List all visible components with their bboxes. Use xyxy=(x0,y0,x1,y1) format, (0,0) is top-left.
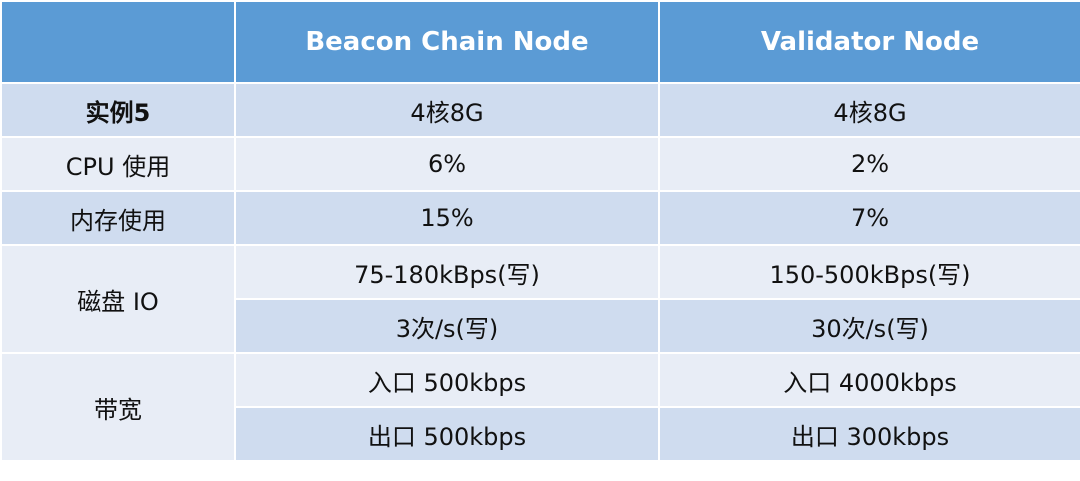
spec-table: Beacon Chain Node Validator Node 实例5 4核8… xyxy=(0,0,1080,462)
row-label: 实例5 xyxy=(0,82,236,138)
beacon-value: 入口 500kbps xyxy=(234,352,660,408)
validator-value: 7% xyxy=(658,190,1080,246)
header-row: Beacon Chain Node Validator Node xyxy=(0,0,1080,84)
validator-value: 30次/s(写) xyxy=(658,298,1080,354)
row-label: 内存使用 xyxy=(0,190,236,246)
validator-value: 150-500kBps(写) xyxy=(658,244,1080,300)
table-row: 磁盘 IO 75-180kBps(写) 150-500kBps(写) xyxy=(0,244,1080,354)
row-label: 磁盘 IO xyxy=(0,244,236,354)
beacon-value: 4核8G xyxy=(234,82,660,138)
row-label: CPU 使用 xyxy=(0,136,236,192)
validator-value: 出口 300kbps xyxy=(658,406,1080,462)
row-label: 带宽 xyxy=(0,352,236,462)
validator-value: 入口 4000kbps xyxy=(658,352,1080,408)
validator-value: 4核8G xyxy=(658,82,1080,138)
beacon-value: 75-180kBps(写) xyxy=(234,244,660,300)
validator-value: 2% xyxy=(658,136,1080,192)
table-row: 内存使用 15% 7% xyxy=(0,190,1080,246)
header-validator: Validator Node xyxy=(658,0,1080,84)
header-beacon: Beacon Chain Node xyxy=(234,0,660,84)
header-corner xyxy=(0,0,236,84)
table-row: 实例5 4核8G 4核8G xyxy=(0,82,1080,138)
beacon-value: 3次/s(写) xyxy=(234,298,660,354)
table-row: 出口 500kbps 出口 300kbps xyxy=(1,406,1080,462)
table-row: 带宽 入口 500kbps 入口 4000kbps xyxy=(0,352,1080,462)
table-row: CPU 使用 6% 2% xyxy=(0,136,1080,192)
beacon-value: 15% xyxy=(234,190,660,246)
table-row: 3次/s(写) 30次/s(写) xyxy=(1,298,1080,354)
beacon-value: 出口 500kbps xyxy=(234,406,660,462)
beacon-value: 6% xyxy=(234,136,660,192)
